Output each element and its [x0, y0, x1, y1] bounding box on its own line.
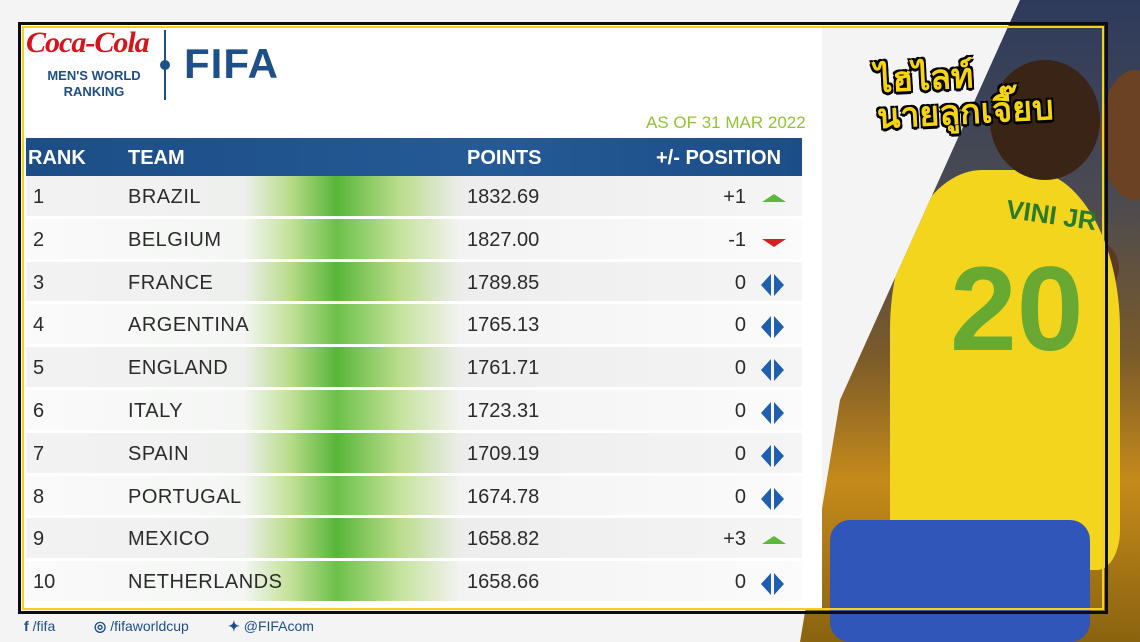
- brand-divider-dot: [160, 60, 170, 70]
- rank-cell: 8: [33, 485, 45, 508]
- instagram-handle: /fifaworldcup: [110, 618, 189, 634]
- position-change-cell: 0: [734, 571, 746, 594]
- points-cell: 1827.00: [467, 228, 540, 251]
- points-cell: 1658.82: [467, 528, 540, 551]
- no-change-icon: [760, 401, 786, 424]
- header-position: +/- POSITION: [656, 147, 782, 169]
- fifa-logo: FIFA: [184, 40, 279, 87]
- rank-cell: 10: [33, 571, 56, 594]
- header-points: POINTS: [467, 147, 542, 169]
- arrow-up-icon: [760, 530, 786, 552]
- position-change-cell: -1: [728, 228, 746, 251]
- table-row: 6 ITALY 1723.31 0: [26, 389, 802, 433]
- points-cell: 1723.31: [467, 399, 540, 422]
- facebook-icon: f: [24, 618, 29, 634]
- coca-cola-logo: Coca-Cola: [26, 26, 150, 59]
- table-row: 7 SPAIN 1709.19 0: [26, 432, 802, 476]
- table-row: 1 BRAZIL 1832.69 +1: [26, 176, 802, 219]
- rank-cell: 9: [33, 528, 45, 551]
- table-row: 4 ARGENTINA 1765.13 0: [26, 304, 802, 348]
- no-change-icon: [760, 573, 786, 596]
- no-change-icon: [760, 487, 786, 510]
- position-change-cell: 0: [734, 271, 746, 294]
- arrow-down-icon: [760, 231, 786, 253]
- position-change-cell: 0: [734, 399, 746, 422]
- subtitle-line-1: MEN'S WORLD: [47, 68, 141, 83]
- twitter-icon: ✦: [228, 618, 240, 634]
- team-cell: MEXICO: [128, 528, 210, 551]
- team-cell: PORTUGAL: [128, 485, 242, 508]
- player-head-second: [1100, 70, 1140, 200]
- team-cell: NETHERLANDS: [128, 571, 283, 594]
- overlay-channel-title: ไฮไลท์ นายลูกเจี๊ยบ: [874, 53, 1077, 138]
- rank-cell: 5: [33, 357, 45, 380]
- no-change-icon: [760, 444, 786, 467]
- rank-cell: 3: [33, 271, 45, 294]
- no-change-icon: [760, 273, 786, 296]
- table-row: 2 BELGIUM 1827.00 -1: [26, 218, 802, 262]
- position-change-cell: 0: [734, 314, 746, 337]
- position-change-cell: +3: [723, 528, 746, 551]
- header-rank: RANK: [28, 147, 86, 169]
- team-cell: ENGLAND: [128, 357, 229, 380]
- rank-cell: 7: [33, 442, 45, 465]
- brand-header: Coca-Cola MEN'S WORLD RANKING FIFA: [26, 26, 326, 106]
- table-body: 1 BRAZIL 1832.69 +1 2 BELGIUM 1827.00 -1 3 FRANCE…: [26, 176, 802, 604]
- twitter-handle: @FIFAcom: [243, 618, 314, 634]
- position-change-cell: +1: [723, 186, 746, 208]
- team-cell: BRAZIL: [128, 186, 202, 208]
- team-cell: ARGENTINA: [128, 314, 250, 337]
- yellow-jersey: [890, 170, 1120, 570]
- points-cell: 1709.19: [467, 442, 540, 465]
- rank-cell: 2: [33, 228, 45, 251]
- as-of-date: AS OF 31 MAR 2022: [646, 113, 806, 132]
- arrow-up-icon: [760, 188, 786, 210]
- rank-cell: 6: [33, 399, 45, 422]
- instagram-icon: ◎: [94, 618, 107, 634]
- team-cell: ITALY: [128, 399, 184, 422]
- instagram-link[interactable]: ◎/fifaworldcup: [94, 618, 189, 635]
- position-change-cell: 0: [734, 442, 746, 465]
- jersey-number: 20: [950, 242, 1084, 376]
- ranking-subtitle: MEN'S WORLD RANKING: [34, 68, 154, 100]
- points-cell: 1761.71: [467, 357, 540, 380]
- points-cell: 1658.66: [467, 571, 540, 594]
- points-cell: 1674.78: [467, 485, 540, 508]
- team-cell: SPAIN: [128, 442, 190, 465]
- rank-cell: 1: [33, 186, 45, 208]
- no-change-icon: [760, 359, 786, 382]
- table-row: 5 ENGLAND 1761.71 0: [26, 347, 802, 390]
- table-row: 9 MEXICO 1658.82 +3: [26, 518, 802, 562]
- facebook-link[interactable]: f/fifa: [24, 618, 55, 634]
- table-row: 10 NETHERLANDS 1658.66 0: [26, 561, 802, 604]
- facebook-handle: /fifa: [32, 618, 56, 634]
- ranking-table: RANK TEAM POINTS +/- POSITION 1 BRAZIL 183…: [26, 138, 802, 604]
- header-team: TEAM: [128, 147, 185, 169]
- table-row: 8 PORTUGAL 1674.78 0: [26, 475, 802, 519]
- position-change-cell: 0: [734, 485, 746, 508]
- blue-shorts: [830, 520, 1090, 642]
- table-header: RANK TEAM POINTS +/- POSITION: [26, 138, 802, 176]
- table-row: 3 FRANCE 1789.85 0: [26, 261, 802, 305]
- points-cell: 1832.69: [467, 186, 540, 208]
- points-cell: 1789.85: [467, 271, 540, 294]
- player-head: [990, 60, 1100, 180]
- twitter-link[interactable]: ✦ @FIFAcom: [228, 618, 314, 635]
- points-cell: 1765.13: [467, 314, 540, 337]
- no-change-icon: [760, 316, 786, 339]
- team-cell: BELGIUM: [128, 228, 222, 251]
- overlay-title-line-2: นายลูกเจี๊ยบ: [876, 87, 1055, 138]
- subtitle-line-2: RANKING: [63, 84, 125, 99]
- position-change-cell: 0: [734, 357, 746, 380]
- team-cell: FRANCE: [128, 271, 214, 294]
- rank-cell: 4: [33, 314, 45, 337]
